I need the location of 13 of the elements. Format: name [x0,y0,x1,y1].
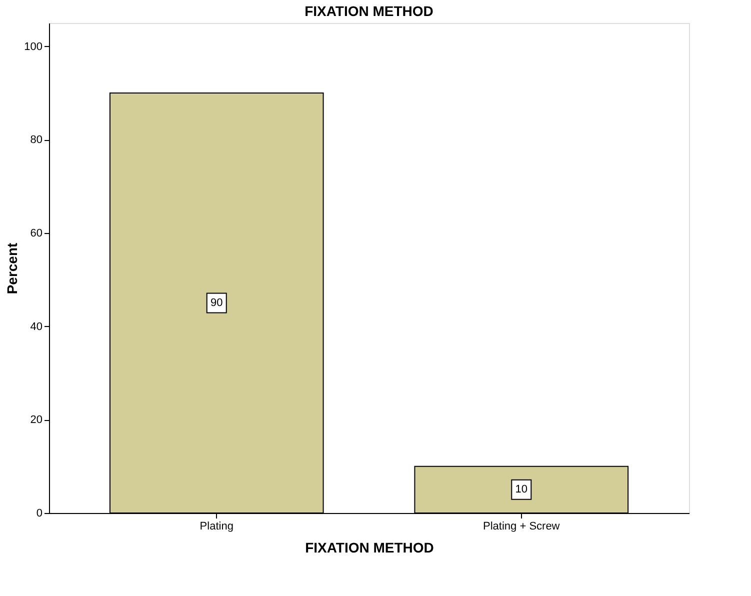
x-tick-label: Plating [200,520,234,532]
y-tick-label: 80 [30,134,42,146]
data-label: 90 [210,297,223,309]
x-axis-title: FIXATION METHOD [305,540,434,556]
y-tick-label: 20 [30,414,42,426]
y-tick-label: 60 [30,228,42,240]
y-axis-title: Percent [4,242,20,294]
y-tick-label: 40 [30,320,42,333]
y-tick-label: 0 [36,508,42,520]
x-tick-label: Plating + Screw [483,520,560,532]
y-tick-label: 100 [24,40,42,53]
data-label: 10 [515,484,528,496]
chart-title: FIXATION METHOD [304,3,434,19]
